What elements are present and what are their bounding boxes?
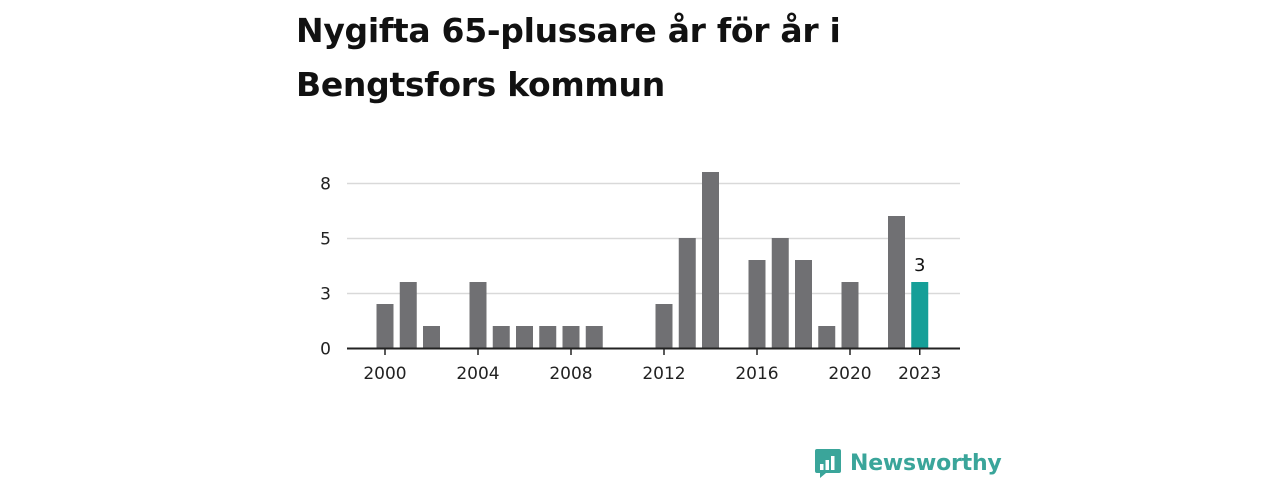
x-tick-label: 2008 <box>549 364 592 384</box>
y-tick-label: 0 <box>320 340 331 360</box>
y-tick-label: 3 <box>320 285 331 305</box>
bar <box>469 282 487 348</box>
x-tick-label: 2016 <box>735 364 778 384</box>
bar <box>748 260 766 348</box>
bar <box>399 282 417 348</box>
x-tick-label: 2012 <box>642 364 685 384</box>
bar <box>655 304 673 348</box>
bar-highlight <box>911 282 929 348</box>
bar <box>795 260 812 348</box>
bar <box>516 326 533 348</box>
bar <box>562 326 580 348</box>
gridlines <box>347 182 960 295</box>
bar <box>888 216 905 348</box>
highlight-value-label: 3 <box>914 255 925 276</box>
newsworthy-logo-icon <box>815 449 841 478</box>
bar <box>818 326 836 348</box>
bar <box>585 326 603 348</box>
x-tick-label: 2000 <box>363 364 406 384</box>
y-tick-label: 8 <box>320 175 331 195</box>
newsworthy-logo-text: Newsworthy <box>850 450 1002 476</box>
bar <box>492 326 510 348</box>
bar <box>539 326 557 348</box>
bar <box>841 282 859 348</box>
chart-title: Nygifta 65-plussare år för år i Bengtsfo… <box>296 11 841 104</box>
bar <box>376 304 394 348</box>
bar <box>702 172 719 348</box>
x-tick-label: 2020 <box>828 364 871 384</box>
x-tick-label: 2004 <box>456 364 499 384</box>
y-tick-label: 5 <box>320 230 331 250</box>
newsworthy-logo: Newsworthy <box>814 446 1002 480</box>
bar <box>678 238 696 348</box>
axes <box>347 347 960 355</box>
bar <box>771 238 789 348</box>
bars <box>376 172 929 348</box>
labels: 0 3 5 8 3 2000 2004 2008 2012 2016 2020 2023 <box>320 175 941 385</box>
bar <box>423 326 440 348</box>
x-tick-label: 2023 <box>898 364 941 384</box>
